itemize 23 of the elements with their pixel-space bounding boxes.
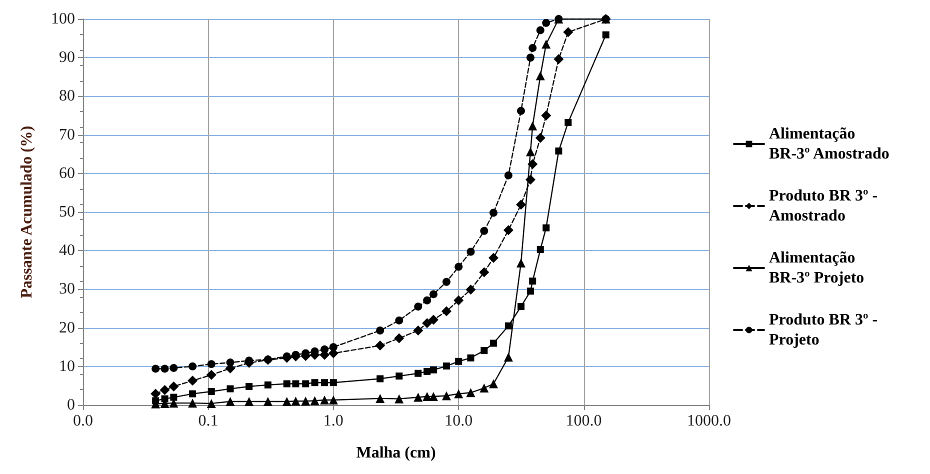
y-tick-label: 100 (51, 10, 75, 28)
y-tick-label: 60 (59, 164, 75, 182)
x-tick-label: 1.0 (323, 412, 344, 430)
x-tick-label: 0.0 (73, 412, 93, 430)
legend-label: Produto BR 3º - Projeto (769, 312, 882, 348)
x-axis-title: Malha (cm) (356, 444, 436, 462)
x-tick-label: 10.0 (444, 412, 473, 430)
x-tick-label: 100.0 (566, 412, 602, 430)
legend-label: Alimentação BR-3º Amostrado (769, 126, 890, 162)
y-tick-label: 70 (59, 126, 75, 144)
legend-label: Alimentação BR-3º Projeto (769, 250, 864, 286)
y-tick-label: 20 (59, 319, 75, 336)
y-tick-label: 50 (59, 204, 75, 220)
legend-label: Produto BR 3º - Amostrado (769, 188, 882, 224)
y-tick-label: 40 (59, 242, 75, 260)
x-tick-label: 0.1 (198, 412, 218, 430)
y-axis-title: Passante Acumulado (%) (18, 126, 36, 298)
y-tick-label: 10 (59, 358, 75, 375)
y-tick-label: 0 (67, 396, 75, 414)
x-tick-label: 1000.0 (687, 412, 731, 430)
y-tick-label: 30 (59, 280, 75, 298)
y-tick-label: 90 (59, 49, 75, 66)
y-tick-label: 80 (59, 88, 75, 105)
